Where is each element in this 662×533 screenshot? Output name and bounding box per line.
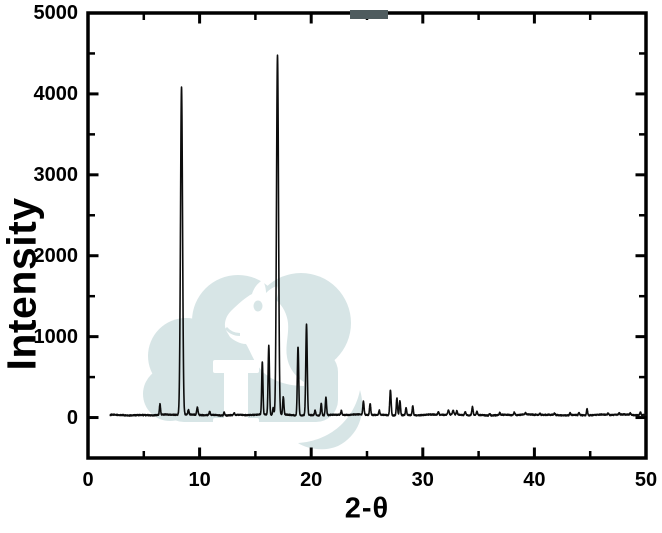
y-tick-label: 2000 [33,244,79,267]
watermark-horse-mouth [225,327,240,336]
watermark-smudge-top [350,10,388,19]
x-tick-label: 30 [411,469,434,491]
x-tick-label: 20 [300,469,323,491]
x-tick-label: 10 [188,469,211,491]
watermark-horse-eye [253,300,263,312]
x-tick-label: 50 [634,469,658,491]
intensity-trace [109,54,647,417]
y-tick-label: 5000 [33,2,79,24]
y-tick-label: 0 [66,406,78,429]
x-tick-label: 0 [82,469,94,491]
watermark-logo [143,273,363,450]
y-tick-label: 1000 [33,325,79,348]
x-tick-label: 40 [523,469,546,491]
y-tick-label: 4000 [33,82,79,105]
y-axis-title: Intensity [0,197,45,371]
y-tick-label: 3000 [33,163,79,186]
x-axis-title: 2-θ [344,492,390,525]
axis-ticks [86,11,648,457]
watermark-column [213,360,259,430]
watermark-swoosh [298,390,363,450]
watermark-horse-head [224,280,304,386]
